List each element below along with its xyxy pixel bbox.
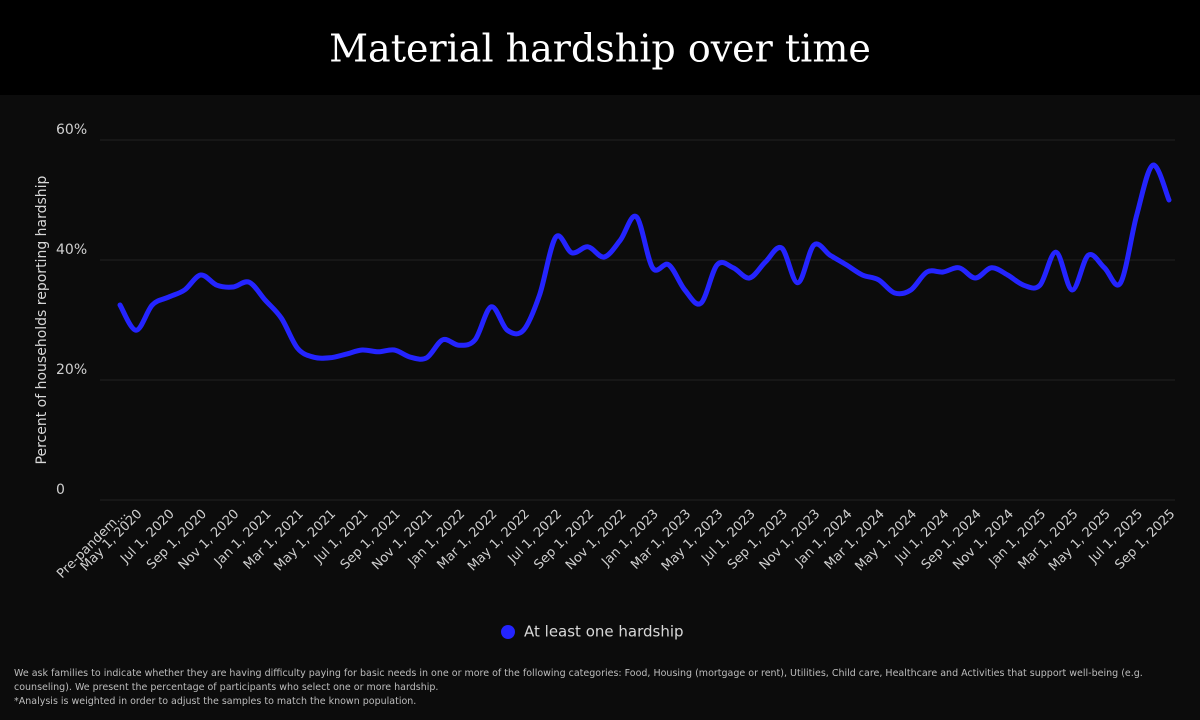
y-axis-label: Percent of households reporting hardship: [34, 175, 50, 464]
footnotes: We ask families to indicate whether they…: [14, 667, 1174, 709]
title-band: [0, 0, 1200, 95]
footnote: We ask families to indicate whether they…: [14, 668, 1143, 693]
chart-title: Material hardship over time: [329, 27, 871, 71]
y-tick-label: 40%: [56, 242, 87, 258]
y-tick-label: 0: [56, 482, 65, 498]
series-line: [117, 162, 1172, 362]
legend-marker: [501, 625, 515, 639]
chart: Material hardship over time Percent of h…: [0, 0, 1200, 641]
y-tick-label: 60%: [56, 122, 87, 138]
legend-label: At least one hardship: [524, 623, 684, 641]
footnote: *Analysis is weighted in order to adjust…: [14, 696, 417, 707]
y-tick-label: 20%: [56, 362, 87, 378]
